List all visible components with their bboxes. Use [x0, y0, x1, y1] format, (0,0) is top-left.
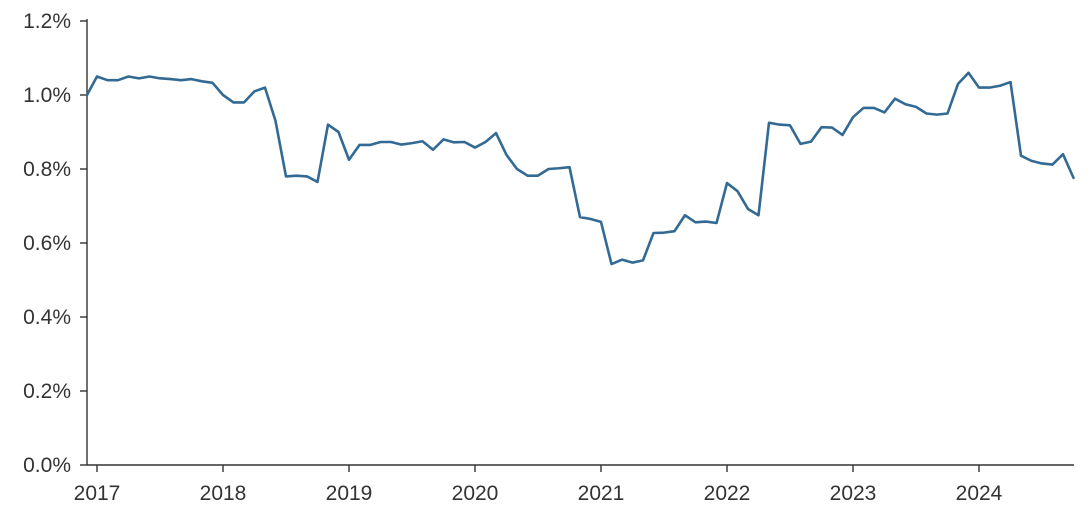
y-tick-label: 1.2% — [23, 10, 71, 33]
y-tick-label: 0.6% — [23, 232, 71, 255]
x-axis: 2017 2018 2019 2020 2021 2022 2023 2024 — [74, 464, 1074, 505]
x-tick-label: 2021 — [578, 482, 625, 505]
x-tick-label: 2018 — [200, 482, 247, 505]
y-tick-label: 0.4% — [23, 306, 71, 329]
y-tick-label: 0.0% — [23, 454, 71, 477]
y-tick-label: 1.0% — [23, 84, 71, 107]
x-tick-label: 2023 — [830, 482, 877, 505]
series-line-0 — [85, 71, 1075, 266]
y-tick-label: 0.2% — [23, 380, 71, 403]
x-tick-label: 2017 — [74, 482, 121, 505]
x-tick-label: 2024 — [956, 482, 1003, 505]
x-tick-label: 2020 — [452, 482, 499, 505]
y-axis: 0.0% 0.2% 0.4% 0.6% 0.8% 1.0% 1.2% — [23, 10, 88, 477]
series-layer — [85, 71, 1075, 266]
x-tick-label: 2019 — [326, 482, 373, 505]
x-tick-label: 2022 — [704, 482, 751, 505]
y-tick-label: 0.8% — [23, 158, 71, 181]
